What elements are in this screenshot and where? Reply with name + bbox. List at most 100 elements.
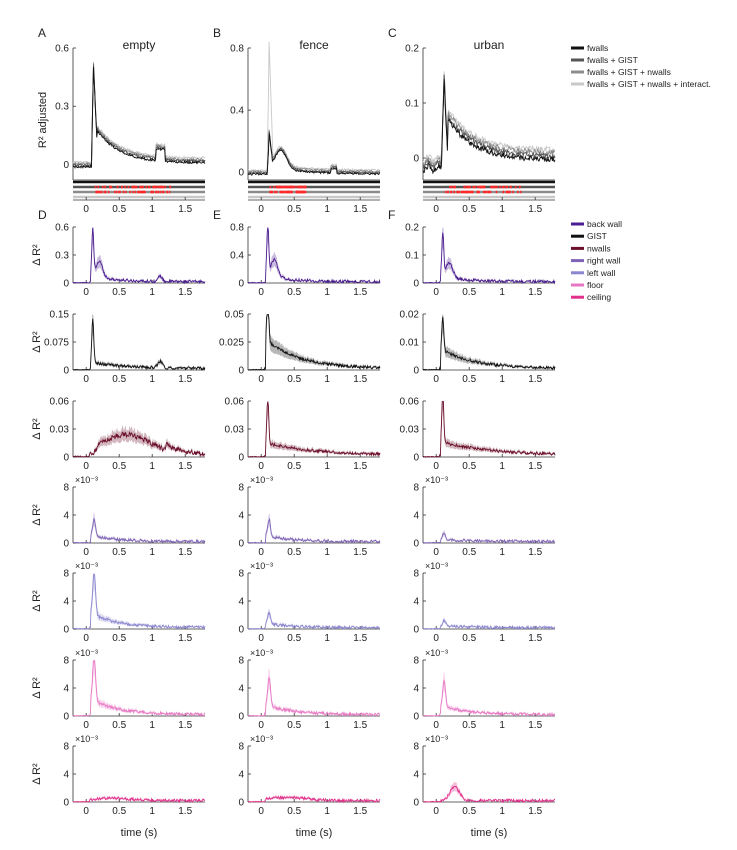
- y-tick-label: 8: [238, 742, 244, 753]
- y-tick-label: 0: [413, 539, 419, 550]
- y-tick-label: 8: [413, 483, 419, 494]
- x-tick-label: 0.5: [462, 806, 476, 817]
- x-tick-label: 1: [149, 806, 155, 817]
- y-tick-label: 4: [413, 684, 419, 695]
- exponent-label: ×10⁻³: [425, 475, 448, 485]
- series-line: [422, 232, 556, 285]
- x-tick-label: 0: [433, 461, 439, 472]
- y-tick-label: 0.03: [225, 425, 245, 436]
- x-axis-label: time (s): [121, 827, 158, 839]
- series-line: [247, 41, 381, 172]
- delta-panel: 0.02 0.01 0 0 0.5 1 1.5: [400, 310, 556, 385]
- legend-label: floor: [587, 280, 604, 290]
- y-tick-label: 0: [413, 366, 419, 377]
- x-tick-label: 0.5: [287, 461, 301, 472]
- exponent-label: ×10⁻³: [425, 734, 448, 744]
- x-tick-label: 1.5: [353, 720, 367, 731]
- x-tick-label: 1.5: [528, 547, 542, 558]
- y-tick-label: 4: [238, 770, 244, 781]
- x-tick-label: 0: [258, 461, 264, 472]
- y-tick-label: 4: [413, 770, 419, 781]
- x-tick-label: 0.5: [462, 287, 476, 298]
- y-tick-label: 0: [238, 366, 244, 377]
- y-axis-label: Δ R²: [31, 418, 43, 440]
- x-tick-label: 0.5: [112, 720, 126, 731]
- panel-letter: F: [388, 208, 395, 222]
- legend-label: back wall: [587, 219, 622, 229]
- y-axis-label: Δ R²: [31, 244, 43, 266]
- x-tick-label: 0.5: [462, 547, 476, 558]
- series-line: [72, 431, 206, 458]
- panel-letter: D: [38, 208, 47, 222]
- y-tick-label: 0: [413, 625, 419, 636]
- x-tick-label: 1: [499, 547, 505, 558]
- delta-panel: 8 4 0 ×10⁻³ 0 0.5 1 1.5: [238, 648, 381, 731]
- y-tick-label: 0.06: [225, 397, 245, 408]
- legend-label: ceiling: [587, 292, 611, 302]
- column-title: fence: [299, 38, 329, 52]
- confidence-band: [248, 401, 380, 457]
- delta-panel: 0.6 0.3 0 0 0.5 1 1.5: [55, 223, 206, 298]
- delta-panel: 8 4 0 ×10⁻³ 0 0.5 1 1.5: [238, 561, 381, 644]
- y-tick-label: 0.2: [405, 44, 419, 55]
- y-tick-label: 0.3: [55, 102, 69, 113]
- delta-panel: 8 4 0 ×10⁻³ 0 0.5 1 1.5: [63, 475, 206, 558]
- x-tick-label: 1: [149, 204, 155, 215]
- exponent-label: ×10⁻³: [75, 734, 98, 744]
- x-tick-label: 0: [433, 806, 439, 817]
- y-tick-label: 0.03: [400, 425, 420, 436]
- confidence-band: [73, 227, 205, 283]
- x-tick-label: 0.5: [112, 547, 126, 558]
- y-tick-label: 0: [238, 168, 244, 179]
- y-tick-label: 0.02: [400, 310, 420, 321]
- x-tick-label: 0.5: [462, 204, 476, 215]
- delta-panel: 8 4 0 ×10⁻³ 0 0.5 1 1.5: [413, 648, 556, 731]
- r2-panel: 0 0.4 0.8 0 0.5 1 1.5: [230, 41, 381, 215]
- exponent-label: ×10⁻³: [75, 648, 98, 658]
- confidence-band: [423, 530, 555, 543]
- series-line: [72, 573, 206, 630]
- x-tick-label: 0: [83, 547, 89, 558]
- y-tick-label: 0: [413, 154, 419, 165]
- x-tick-label: 1.5: [528, 374, 542, 385]
- y-tick-label: 0: [238, 712, 244, 723]
- y-tick-label: 0.3: [55, 251, 69, 262]
- delta-panel: 8 4 0 ×10⁻³ 0 0.5 1 1.5: [63, 648, 206, 731]
- x-tick-label: 1.5: [353, 633, 367, 644]
- y-tick-label: 8: [238, 569, 244, 580]
- x-tick-label: 1.5: [528, 287, 542, 298]
- x-tick-label: 1: [324, 204, 330, 215]
- y-tick-label: 0: [238, 539, 244, 550]
- x-tick-label: 0.5: [287, 204, 301, 215]
- delta-panel: 8 4 0 ×10⁻³ 0 0.5 1 1.5: [63, 561, 206, 644]
- delta-panel: 0.15 0.075 0 0 0.5 1 1.5: [44, 310, 206, 385]
- x-tick-label: 0.5: [112, 287, 126, 298]
- exponent-label: ×10⁻³: [250, 734, 273, 744]
- confidence-band: [423, 314, 555, 370]
- panel-letter: E: [213, 208, 221, 222]
- x-tick-label: 0: [83, 461, 89, 472]
- series-line: [422, 618, 556, 631]
- legend-label: GIST: [587, 231, 607, 241]
- y-tick-label: 8: [238, 656, 244, 667]
- y-tick-label: 4: [238, 684, 244, 695]
- y-tick-label: 0: [413, 798, 419, 809]
- y-tick-label: 0: [63, 539, 69, 550]
- x-tick-label: 1.5: [528, 720, 542, 731]
- x-tick-label: 1: [324, 806, 330, 817]
- x-tick-label: 1.5: [178, 720, 192, 731]
- y-tick-label: 8: [63, 742, 69, 753]
- x-tick-label: 1.5: [528, 806, 542, 817]
- x-tick-label: 1: [324, 287, 330, 298]
- series-line: [422, 786, 556, 804]
- exponent-label: ×10⁻³: [75, 475, 98, 485]
- y-tick-label: 0.06: [400, 397, 420, 408]
- x-tick-label: 1: [499, 461, 505, 472]
- x-tick-label: 0.5: [112, 633, 126, 644]
- y-tick-label: 0.6: [55, 44, 69, 55]
- x-tick-label: 0.5: [287, 374, 301, 385]
- y-tick-label: 0.025: [219, 338, 244, 349]
- panel-letter: A: [38, 26, 46, 40]
- confidence-band: [248, 227, 380, 283]
- x-tick-label: 1: [499, 806, 505, 817]
